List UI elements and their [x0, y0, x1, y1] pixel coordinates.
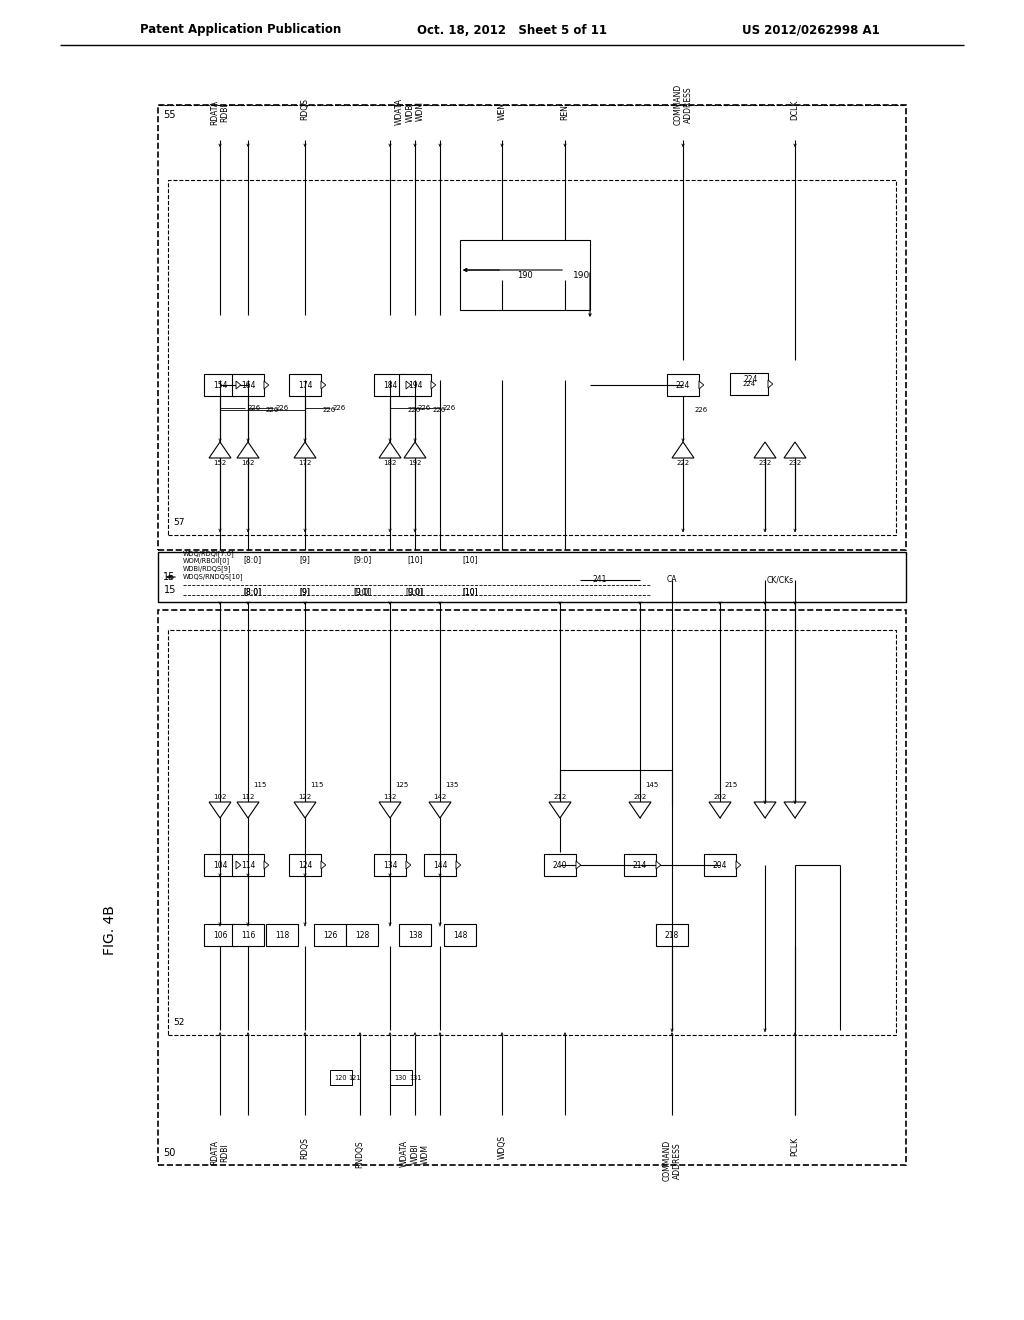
Polygon shape [672, 442, 694, 458]
Text: 57: 57 [173, 517, 184, 527]
Polygon shape [404, 442, 426, 458]
Text: 152: 152 [213, 459, 226, 466]
Text: 226: 226 [408, 407, 421, 413]
Text: WDQ/RDQI[7:0]
WOM/RBOII[0]
WDBI/RDQS[9]
WDQS/RNDQS[10]: WDQ/RDQI[7:0] WOM/RBOII[0] WDBI/RDQS[9] … [183, 550, 244, 579]
Text: 202: 202 [634, 795, 646, 800]
Text: 145: 145 [645, 781, 658, 788]
Text: 132: 132 [383, 795, 396, 800]
Text: REN: REN [560, 104, 569, 120]
Polygon shape [237, 442, 259, 458]
Text: 164: 164 [241, 380, 255, 389]
Bar [289, 374, 321, 396]
Text: 125: 125 [395, 781, 409, 788]
Bar [460, 240, 590, 310]
Polygon shape [294, 442, 316, 458]
Bar [204, 374, 236, 396]
Text: [9:0]: [9:0] [353, 556, 371, 565]
Text: PCLK: PCLK [791, 1137, 800, 1156]
Text: 212: 212 [553, 795, 566, 800]
Bar [232, 924, 264, 946]
Text: 226: 226 [695, 407, 709, 413]
Bar [374, 854, 406, 876]
Text: RDQS: RDQS [300, 98, 309, 120]
Text: 15: 15 [164, 585, 176, 595]
Bar [168, 180, 896, 535]
Text: 224: 224 [742, 381, 756, 387]
Bar [374, 374, 406, 396]
Polygon shape [209, 803, 231, 818]
Polygon shape [736, 861, 740, 869]
Text: 232: 232 [788, 459, 802, 466]
Text: 162: 162 [242, 459, 255, 466]
Text: 118: 118 [274, 931, 289, 940]
Text: 138: 138 [408, 931, 422, 940]
Text: 204: 204 [713, 861, 727, 870]
Text: 55: 55 [163, 110, 175, 120]
Polygon shape [709, 803, 731, 818]
Text: 114: 114 [241, 861, 255, 870]
Text: 116: 116 [241, 931, 255, 940]
Bar [399, 924, 431, 946]
Text: 148: 148 [453, 931, 467, 940]
Text: WDATA
WDBI
WDM: WDATA WDBI WDM [400, 1140, 430, 1167]
Text: 224: 224 [676, 380, 690, 389]
Text: 240: 240 [553, 861, 567, 870]
Bar [266, 924, 298, 946]
Text: CA: CA [667, 576, 677, 585]
Text: [10]: [10] [408, 556, 423, 565]
Text: 121: 121 [349, 1074, 361, 1081]
Bar [667, 374, 699, 396]
Text: [10]: [10] [462, 587, 478, 597]
Polygon shape [768, 380, 773, 388]
Text: 131: 131 [409, 1074, 421, 1081]
Text: WDATA
WDBI
WDM: WDATA WDBI WDM [395, 98, 425, 125]
Polygon shape [406, 381, 411, 389]
Bar [399, 374, 431, 396]
Polygon shape [379, 803, 401, 818]
Polygon shape [237, 803, 259, 818]
Bar [204, 924, 236, 946]
Polygon shape [321, 381, 326, 389]
Bar [705, 854, 736, 876]
Text: 232: 232 [759, 459, 772, 466]
Polygon shape [236, 381, 241, 389]
Polygon shape [294, 803, 316, 818]
Bar [289, 854, 321, 876]
Text: RDATA
RDBI: RDATA RDBI [210, 100, 229, 125]
Bar [158, 106, 906, 550]
Text: 182: 182 [383, 459, 396, 466]
Text: 128: 128 [355, 931, 369, 940]
Text: 104: 104 [213, 861, 227, 870]
Text: RDATA
RDBI: RDATA RDBI [210, 1140, 229, 1166]
Text: [10]: [10] [408, 587, 423, 597]
Text: 172: 172 [298, 459, 311, 466]
Bar [314, 924, 346, 946]
Text: 226: 226 [418, 405, 431, 411]
Text: 226: 226 [276, 405, 289, 411]
Text: 135: 135 [445, 781, 459, 788]
Bar [232, 374, 264, 396]
Text: COMMAND
ADDRESS: COMMAND ADDRESS [674, 83, 692, 125]
Text: Patent Application Publication: Patent Application Publication [140, 24, 341, 37]
Bar [346, 924, 378, 946]
Text: 144: 144 [433, 861, 447, 870]
Polygon shape [656, 861, 660, 869]
Bar [158, 610, 906, 1166]
Text: [10]: [10] [462, 587, 478, 597]
Polygon shape [264, 381, 268, 389]
Text: US 2012/0262998 A1: US 2012/0262998 A1 [742, 24, 880, 37]
Polygon shape [699, 381, 703, 389]
Text: 124: 124 [298, 861, 312, 870]
Text: RNDQS: RNDQS [355, 1140, 365, 1168]
Polygon shape [379, 442, 401, 458]
Text: 224: 224 [743, 375, 758, 384]
Bar [232, 854, 264, 876]
Bar [204, 854, 236, 876]
Polygon shape [429, 803, 451, 818]
Polygon shape [549, 803, 571, 818]
Text: [9:0]: [9:0] [406, 587, 424, 597]
Text: 184: 184 [383, 380, 397, 389]
Text: COMMAND
ADDRESS: COMMAND ADDRESS [663, 1140, 682, 1181]
Text: DCLK: DCLK [791, 99, 800, 120]
Text: 214: 214 [633, 861, 647, 870]
